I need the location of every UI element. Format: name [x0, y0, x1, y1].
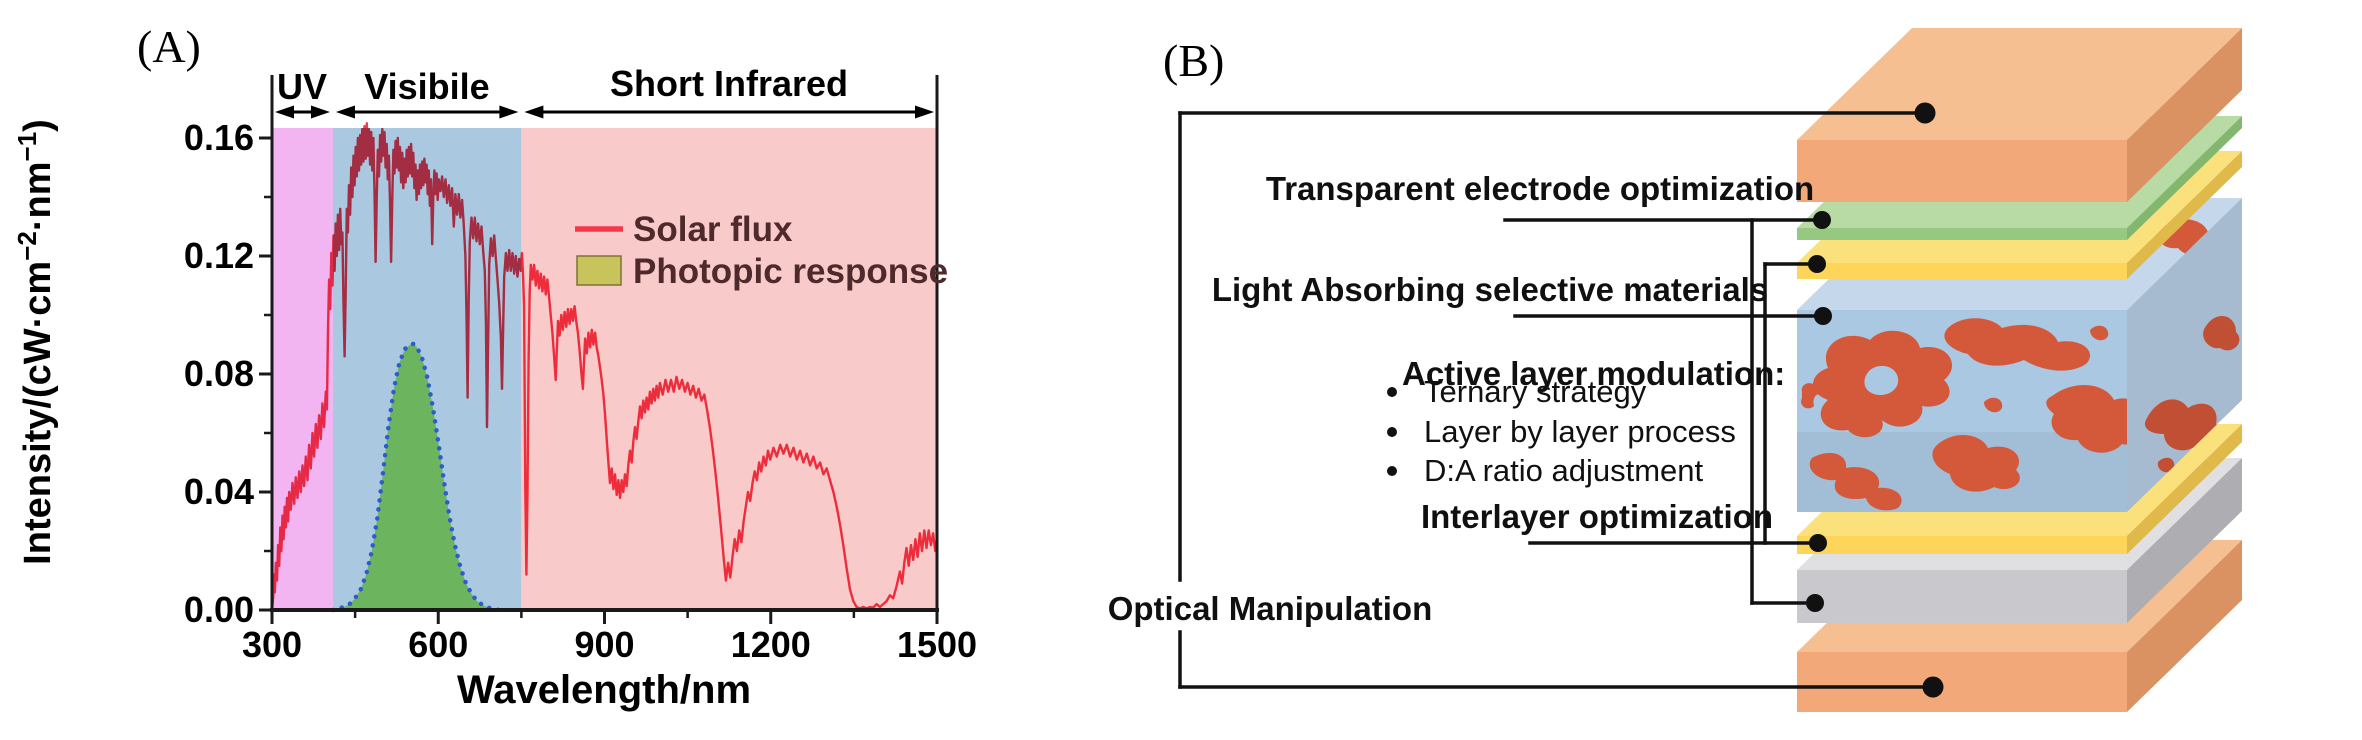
donor-acceptor-blobs-front [1801, 318, 2127, 511]
x-axis-title: Wavelength/nm [457, 668, 751, 712]
panel-b-tag: (B) [1163, 35, 1224, 86]
y-tick-label: 0.00 [184, 589, 254, 630]
band-2 [521, 128, 937, 610]
label-active-layer-heading: Active layer modulation: [1402, 355, 1785, 392]
top-substrate-electrode-side-face [2127, 28, 2242, 202]
active-layer-bullet-list: Ternary strategy Layer by layer process D:… [1387, 374, 1736, 488]
legend-photopic-box-swatch [576, 255, 622, 286]
interlayer-bottom-side-face [2127, 424, 2242, 554]
region-label-visible: Visibile [364, 66, 489, 107]
bullet-dot [1387, 427, 1397, 437]
arrowhead-left-1 [335, 105, 355, 119]
spectral-bands [272, 128, 937, 610]
x-tick-label: 1200 [731, 624, 811, 665]
y-tick-label: 0.16 [184, 117, 254, 158]
legend-label-photopic-response: Photopic response [633, 252, 948, 291]
blob [2090, 325, 2109, 341]
active-layer-side-face [2127, 198, 2242, 512]
blob [2046, 384, 2127, 453]
label-light-absorbing: Light Absorbing selective materials [1212, 271, 1768, 308]
bullet-dot [1387, 466, 1397, 476]
donor-acceptor-blobs-side [2144, 315, 2240, 473]
x-tick-label: 600 [408, 624, 468, 665]
back-electrode-side-face [2127, 458, 2242, 623]
blob [1809, 453, 1902, 511]
bullet-dot [1387, 387, 1397, 397]
dot-top-interlayer [1808, 255, 1826, 273]
annotation-connectors [1178, 102, 1944, 698]
bullet-item-0: Ternary strategy [1424, 374, 1647, 409]
label-interlayer: Interlayer optimization [1421, 498, 1773, 535]
y-tick-label: 0.04 [184, 471, 254, 512]
blob [1984, 397, 2003, 413]
label-transparent-electrode: Transparent electrode optimization [1266, 170, 1814, 207]
dot-transparent-electrode [1813, 211, 1831, 229]
dot-active-layer [1814, 307, 1832, 325]
blob [2157, 457, 2175, 473]
chart-curves [270, 122, 939, 613]
x-tick-label: 900 [574, 624, 634, 665]
legend-swatches [575, 226, 623, 286]
bottom-substrate-side-face [2127, 540, 2242, 712]
y-tick-label: 0.12 [184, 235, 254, 276]
back-electrode-front-face [1797, 570, 2127, 623]
x-tick-label: 300 [242, 624, 302, 665]
region-label-uv: UV [277, 66, 327, 107]
blob [1812, 330, 1953, 438]
dot-back-electrode [1806, 594, 1824, 612]
legend-label-solar-flux: Solar flux [633, 210, 793, 249]
bullet-item-1: Layer by layer process [1424, 414, 1736, 449]
interlayer-top-front-face [1797, 263, 2127, 279]
dot-bottom-substrate [1922, 676, 1944, 698]
solar-flux-curve [270, 122, 939, 611]
range-arrows [275, 105, 934, 119]
top-substrate-electrode-front-face [1797, 140, 2127, 202]
transparent-electrode-side-face [2127, 116, 2242, 240]
blob [2203, 315, 2240, 351]
arrowhead-left-0 [275, 105, 294, 119]
arrowhead-right-1 [499, 105, 519, 119]
arrowhead-right-2 [915, 105, 934, 119]
dot-bottom-interlayer [1809, 534, 1827, 552]
photopic-response-dotted-outline [330, 341, 502, 613]
panel-a-tag: (A) [137, 21, 201, 72]
panel-b: (B) Transparent electrode optimization L… [1108, 28, 2242, 712]
panel-a: 0.00 0.04 0.08 0.12 0.16 300 600 900 1200 1500 (A… [12, 21, 977, 712]
x-tick-label: 1500 [897, 624, 977, 665]
y-tick-label: 0.08 [184, 353, 254, 394]
interlayer-bottom-front-face [1797, 536, 2127, 554]
bottom-substrate-front-face [1797, 652, 2127, 712]
interlayer-top-side-face [2127, 151, 2242, 279]
region-label-short-infrared: Short Infrared [610, 63, 848, 104]
photopic-response-area [332, 343, 500, 610]
dot-top-electrode [1914, 102, 1936, 124]
device-layer-stack [1797, 28, 2242, 712]
y-axis-title: Intensity/(cW·cm−2·nm−1) [12, 119, 59, 565]
chart-axes: 0.00 0.04 0.08 0.12 0.16 300 600 900 1200 1500 [184, 75, 977, 665]
bullet-item-2: D:A ratio adjustment [1424, 453, 1704, 488]
transparent-electrode-front-face [1797, 228, 2127, 240]
arrowhead-left-2 [524, 105, 544, 119]
arrowhead-right-0 [310, 105, 330, 119]
blob [2144, 399, 2220, 451]
blob [1932, 434, 2020, 492]
blob [1801, 383, 1827, 409]
blob [1944, 318, 2091, 371]
label-optical-manipulation: Optical Manipulation [1108, 590, 1433, 627]
